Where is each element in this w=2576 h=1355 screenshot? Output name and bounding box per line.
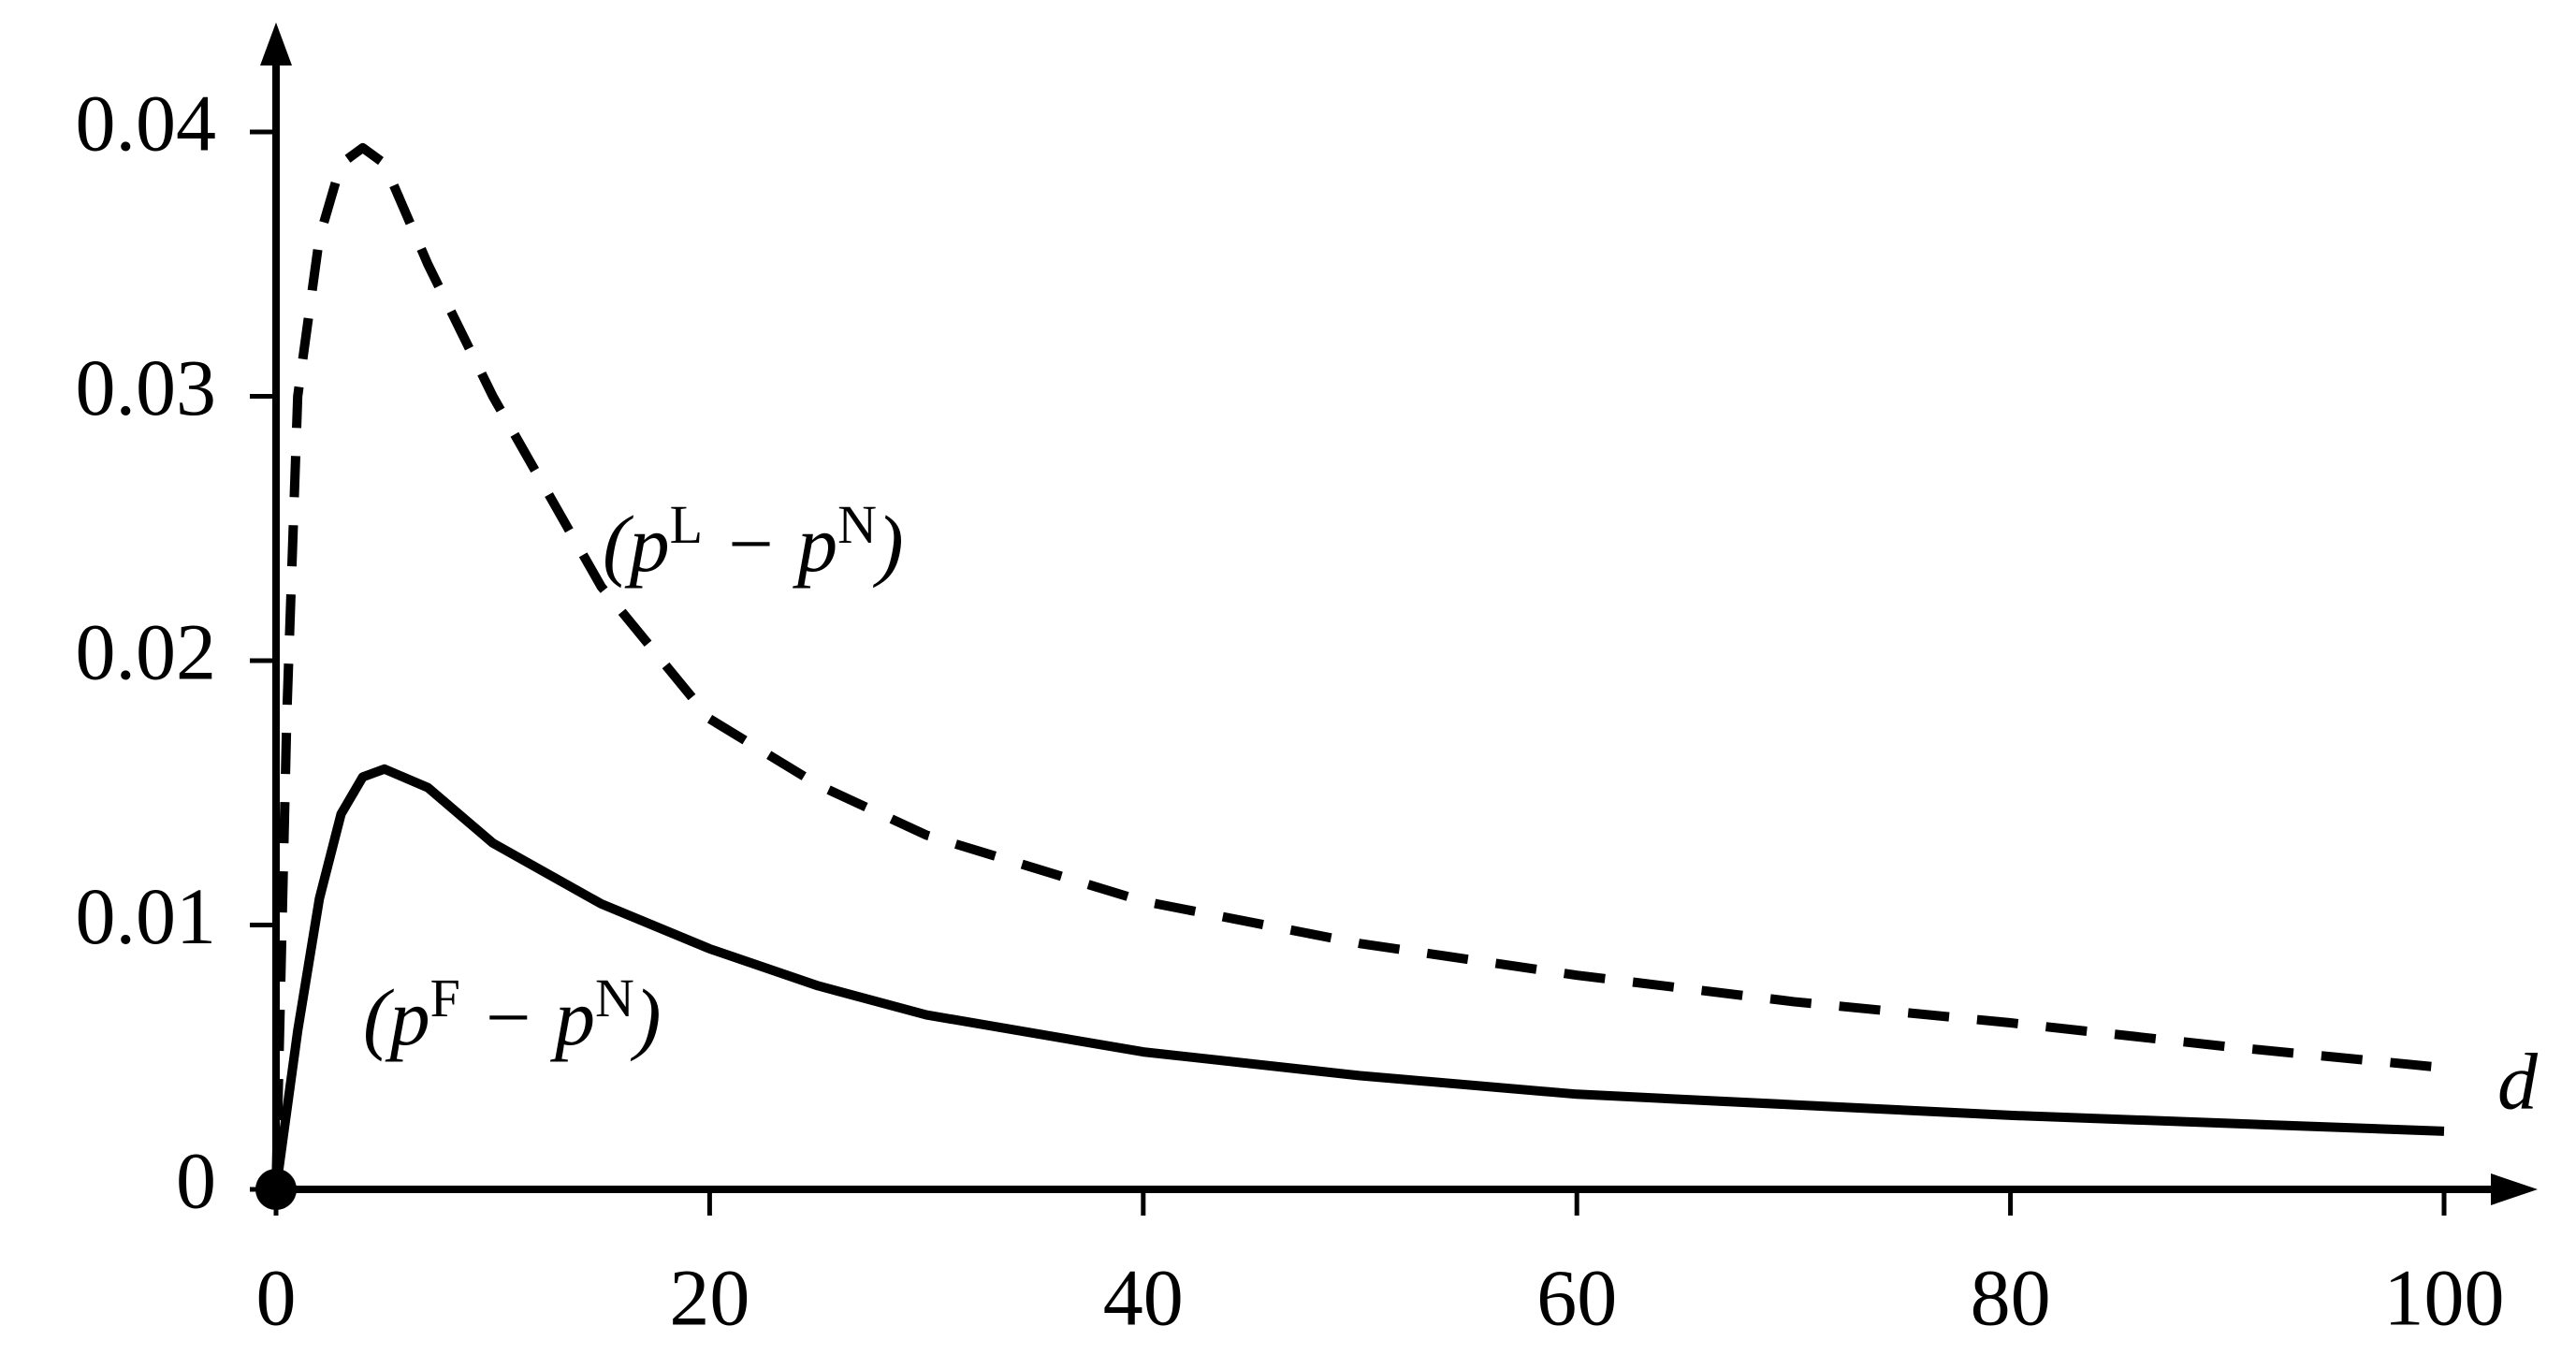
series-label-part: F: [430, 968, 460, 1028]
x-tick-label: 40: [1103, 1253, 1184, 1343]
series-label-part: L: [670, 494, 703, 555]
series-line: [271, 764, 2445, 1190]
series-label-part: ): [872, 499, 904, 589]
y-tick-label: 0.03: [76, 342, 217, 432]
series-label-part: (p: [363, 972, 430, 1062]
y-tick-label: 0.04: [76, 79, 217, 168]
y-axis-arrow: [260, 22, 292, 66]
x-tick-label: 100: [2384, 1253, 2505, 1343]
series-label-part: N: [837, 494, 877, 555]
x-axis-label: d: [2497, 1037, 2539, 1127]
series-line: [271, 142, 2445, 1190]
series-label-part: (p: [603, 499, 670, 589]
series-label: (pF − pN): [363, 968, 661, 1062]
y-tick-label: 0: [176, 1136, 216, 1226]
y-tick-label: 0.01: [76, 871, 217, 961]
series-label-part: − p: [703, 499, 837, 589]
x-tick-label: 20: [669, 1253, 750, 1343]
x-axis-arrow: [2491, 1173, 2538, 1205]
origin-dot: [255, 1169, 297, 1210]
y-tick-label: 0.02: [76, 607, 217, 697]
x-tick-label: 80: [1971, 1253, 2051, 1343]
x-tick-label: 0: [256, 1253, 297, 1343]
series-label: (pL − pN): [603, 494, 904, 589]
series-label-part: − p: [460, 972, 595, 1062]
series-label-part: ): [630, 972, 662, 1062]
series-label-part: N: [595, 968, 634, 1028]
x-tick-label: 60: [1536, 1253, 1617, 1343]
